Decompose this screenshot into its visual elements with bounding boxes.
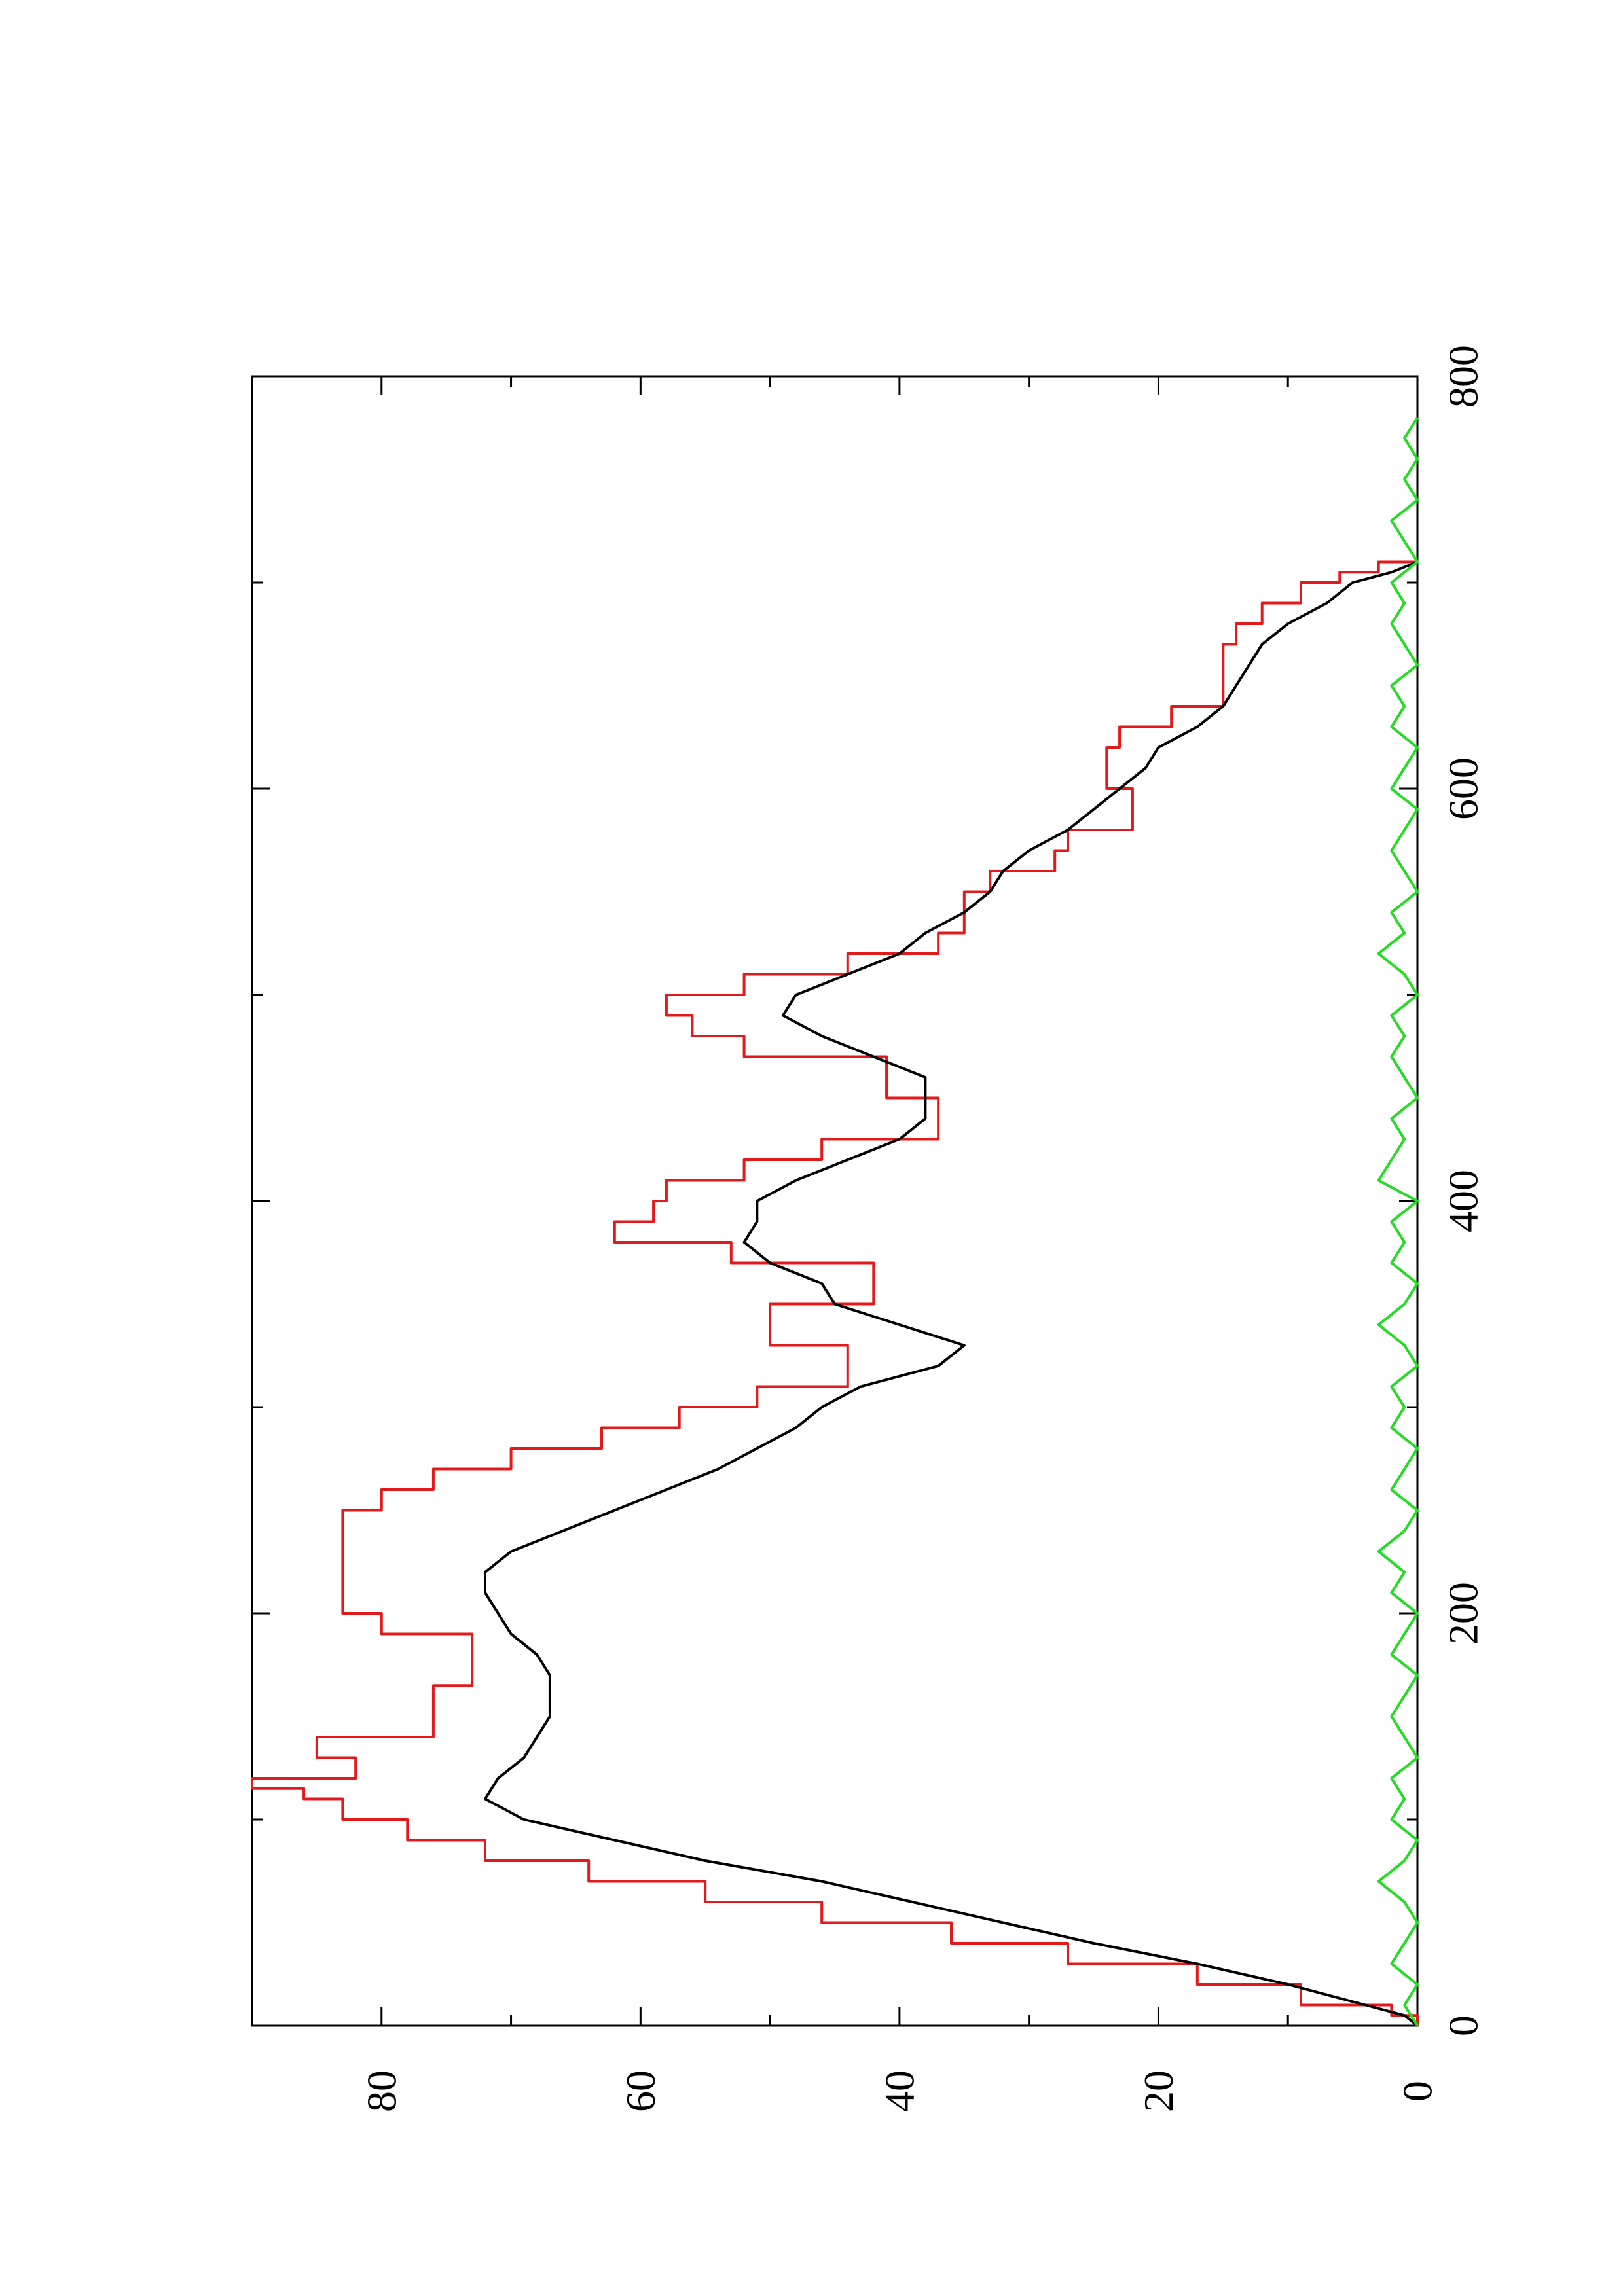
y-tick-label: 20 [1135,2070,1182,2112]
tick-labels: 0 200 400 600 800 0 20 40 60 80 [358,345,1486,2112]
axis-ticks [252,375,1419,2027]
series-group [251,416,1419,2027]
series-line-2 [1377,416,1419,2027]
x-tick-label: 400 [1440,1170,1487,1232]
x-tick-label: 800 [1440,345,1487,408]
x-tick-label: 0 [1440,2015,1487,2036]
y-tick-label: 80 [358,2070,405,2112]
y-tick-label: 60 [617,2070,664,2112]
y-tick-label: 0 [1395,2081,1441,2102]
y-tick-label: 40 [876,2070,922,2112]
series-line-1 [484,560,1419,2027]
series-line-0 [251,560,1419,2026]
x-tick-label: 600 [1440,757,1487,820]
x-tick-label: 200 [1440,1582,1487,1645]
